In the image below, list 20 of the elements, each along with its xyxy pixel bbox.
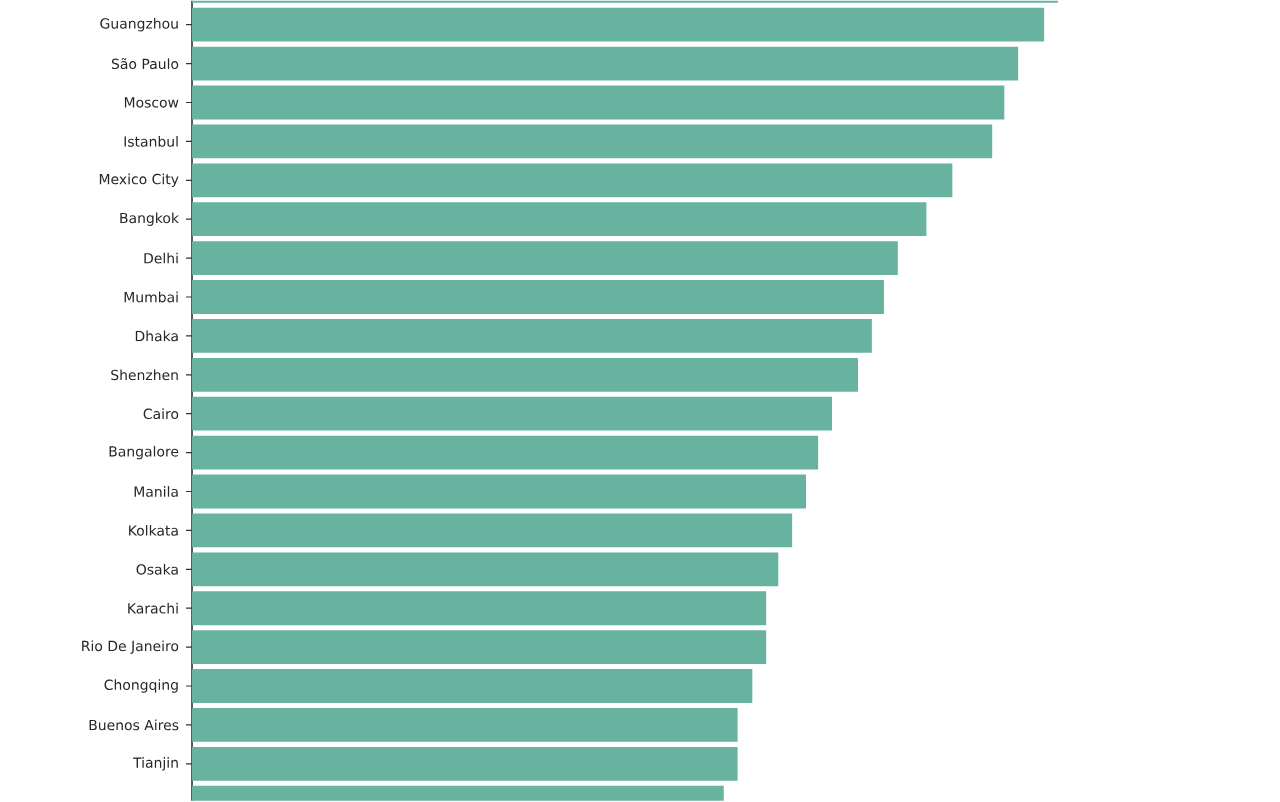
bar [192,319,872,354]
bar [192,280,884,315]
bar [192,7,1045,42]
bar [192,85,1005,120]
bar [192,552,779,587]
bar [192,163,953,198]
bar [192,474,807,509]
bar [192,358,858,392]
bar [192,46,1019,81]
bar [192,669,753,704]
bar [192,708,738,743]
bar [192,241,898,276]
bar [192,435,819,470]
bar [192,747,738,781]
bar [192,591,767,626]
bar [192,124,993,159]
bar [192,202,927,237]
bar [192,630,767,665]
bar [192,513,793,548]
bar [192,396,832,431]
